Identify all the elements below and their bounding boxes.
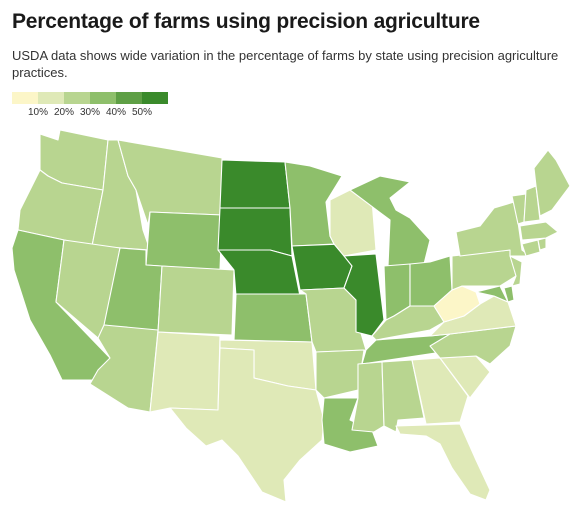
- legend-swatch: [90, 92, 116, 104]
- state-texas[interactable]: [169, 347, 325, 503]
- state-rhode-island[interactable]: [537, 237, 547, 251]
- state-michigan[interactable]: [349, 175, 431, 267]
- legend-tick-label: 10%: [27, 107, 49, 118]
- state-north-dakota[interactable]: [219, 159, 291, 209]
- state-connecticut[interactable]: [521, 239, 541, 257]
- state-georgia[interactable]: [411, 357, 469, 425]
- state-kansas[interactable]: [233, 293, 313, 343]
- state-delaware[interactable]: [503, 285, 515, 303]
- legend-swatch: [38, 92, 64, 104]
- state-south-dakota[interactable]: [217, 207, 293, 257]
- legend-swatch: [142, 92, 168, 104]
- state-massachusetts[interactable]: [519, 221, 559, 241]
- state-new-hampshire[interactable]: [523, 185, 541, 223]
- legend-tick-label: 20%: [53, 107, 75, 118]
- legend-tick-label: 50%: [131, 107, 153, 118]
- state-shapes: [11, 129, 571, 503]
- state-florida[interactable]: [395, 423, 491, 501]
- legend-swatch: [116, 92, 142, 104]
- state-new-jersey[interactable]: [509, 255, 523, 287]
- legend-swatch: [12, 92, 38, 104]
- state-colorado[interactable]: [157, 265, 235, 336]
- state-wyoming[interactable]: [145, 211, 223, 271]
- legend-tick-label: 30%: [79, 107, 101, 118]
- legend-tick-label: 40%: [105, 107, 127, 118]
- legend-swatches: [12, 92, 168, 104]
- legend-swatch: [64, 92, 90, 104]
- state-arizona[interactable]: [89, 324, 159, 413]
- state-new-mexico[interactable]: [149, 331, 221, 413]
- color-legend: 10% 20% 30% 40% 50%: [12, 92, 168, 121]
- state-maine[interactable]: [533, 149, 571, 217]
- map-subtitle: USDA data shows wide variation in the pe…: [12, 48, 559, 80]
- state-louisiana[interactable]: [321, 397, 379, 453]
- map-title: Percentage of farms using precision agri…: [12, 10, 480, 33]
- legend-ticks: 10% 20% 30% 40% 50%: [12, 107, 168, 121]
- state-arkansas[interactable]: [315, 349, 365, 399]
- state-illinois[interactable]: [343, 253, 385, 337]
- state-new-york[interactable]: [455, 201, 531, 257]
